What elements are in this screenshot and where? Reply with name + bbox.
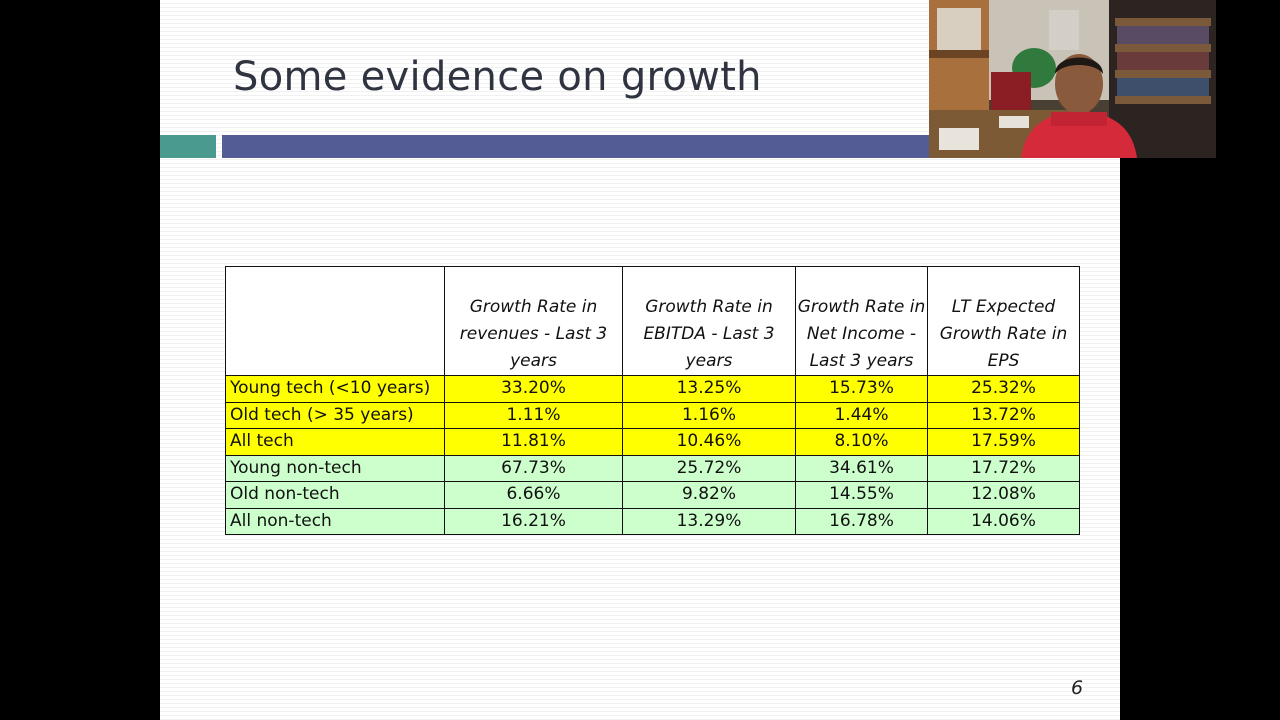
table-cell: 13.29% [622,507,796,535]
slide-title: Some evidence on growth [233,54,762,100]
table-row: Young tech (<10 years) 33.20% 13.25% 15.… [225,375,1080,403]
table-cell: 15.73% [795,375,928,403]
table-row: Old tech (> 35 years) 1.11% 1.16% 1.44% … [225,401,1080,429]
table-cell: 25.72% [622,454,796,482]
table-cell: 17.59% [927,428,1080,456]
table-row: Old non-tech 6.66% 9.82% 14.55% 12.08% [225,481,1080,509]
table-cell: 13.72% [927,401,1080,429]
table-cell: 1.44% [795,401,928,429]
table-cell: 17.72% [927,454,1080,482]
table-cell: 33.20% [444,375,623,403]
table-cell: 14.06% [927,507,1080,535]
table-cell: 1.16% [622,401,796,429]
table-row: All tech 11.81% 10.46% 8.10% 17.59% [225,428,1080,456]
webcam-overlay [929,0,1216,158]
growth-evidence-table: Growth Rate in revenues - Last 3 years G… [225,266,1080,535]
header-cell: Growth Rate in EBITDA - Last 3 years [622,266,796,376]
table-cell: 16.78% [795,507,928,535]
table-cell: 1.11% [444,401,623,429]
row-label: All non-tech [225,507,445,535]
table-row: All non-tech 16.21% 13.29% 16.78% 14.06% [225,507,1080,535]
header-cell: Growth Rate in Net Income - Last 3 years [795,266,928,376]
table-cell: 6.66% [444,481,623,509]
table-cell: 12.08% [927,481,1080,509]
title-accent-bar-teal [160,135,216,158]
header-cell: LT Expected Growth Rate in EPS [927,266,1080,376]
page-number: 6 [1071,677,1084,699]
header-cell-corner [225,266,445,376]
table-cell: 34.61% [795,454,928,482]
table-header-row: Growth Rate in revenues - Last 3 years G… [225,266,1080,376]
table-cell: 16.21% [444,507,623,535]
table-cell: 9.82% [622,481,796,509]
table-cell: 8.10% [795,428,928,456]
table-cell: 14.55% [795,481,928,509]
title-accent-bar-blue [222,135,1120,158]
row-label: Young tech (<10 years) [225,375,445,403]
table-cell: 11.81% [444,428,623,456]
row-label: Old tech (> 35 years) [225,401,445,429]
table-cell: 67.73% [444,454,623,482]
table-cell: 13.25% [622,375,796,403]
table-cell: 25.32% [927,375,1080,403]
header-cell: Growth Rate in revenues - Last 3 years [444,266,623,376]
webcam-video-image [929,0,1216,158]
row-label: Young non-tech [225,454,445,482]
table-row: Young non-tech 67.73% 25.72% 34.61% 17.7… [225,454,1080,482]
table-cell: 10.46% [622,428,796,456]
row-label: All tech [225,428,445,456]
row-label: Old non-tech [225,481,445,509]
